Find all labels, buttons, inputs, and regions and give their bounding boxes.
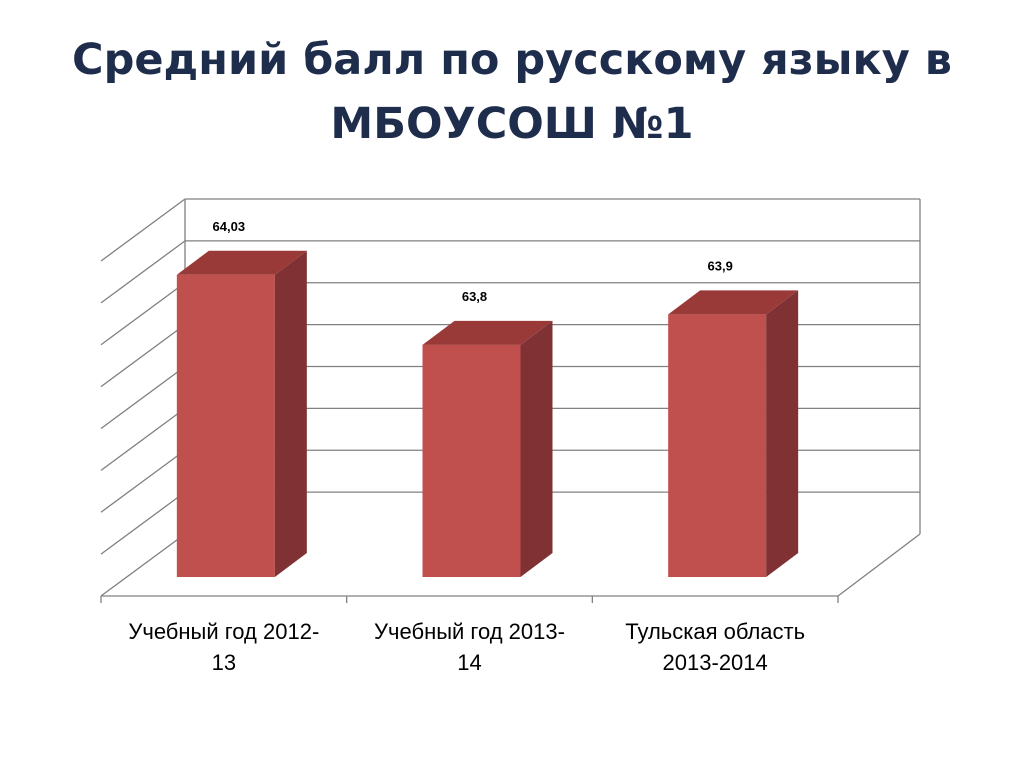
side-wall-gridline (100, 324, 186, 388)
slide-title: Средний балл по русскому языку в МБОУСОШ… (72, 35, 952, 149)
bar-front (176, 274, 275, 577)
side-wall-gridline (100, 407, 186, 471)
category-label: 2013-2014 (663, 650, 768, 675)
bar-top (668, 290, 799, 315)
category-label: Тульская область (625, 619, 805, 644)
side-wall-gridline (100, 533, 186, 597)
bar-side (274, 250, 307, 578)
data-label: 63,9 (708, 258, 733, 273)
data-label: 64,03 (213, 219, 246, 234)
side-wall-gridline (100, 282, 186, 346)
bar-side (766, 290, 799, 577)
category-label: 14 (457, 650, 481, 675)
category-label: 13 (212, 650, 236, 675)
side-wall-gridline (100, 449, 186, 513)
bar-top (176, 250, 307, 275)
category-label: Учебный год 2013- (374, 619, 565, 644)
side-wall-gridline (100, 491, 186, 555)
side-wall-gridline (100, 198, 186, 262)
bar-front (422, 344, 521, 577)
side-wall-gridline (100, 365, 186, 430)
side-wall-gridline (100, 240, 186, 304)
bar-side (520, 320, 553, 577)
bar-top (422, 320, 553, 345)
bar-front (668, 314, 767, 577)
category-label: Учебный год 2012- (128, 619, 319, 644)
floor-right-edge (837, 533, 921, 597)
data-label: 63,8 (462, 289, 487, 304)
